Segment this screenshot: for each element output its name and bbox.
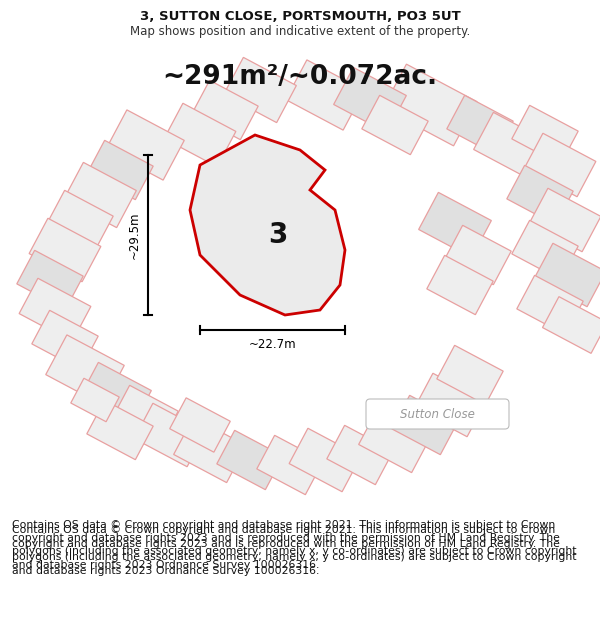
Text: Contains OS data © Crown copyright and database right 2021. This information is : Contains OS data © Crown copyright and d… xyxy=(12,520,577,569)
Polygon shape xyxy=(257,436,323,494)
Polygon shape xyxy=(419,192,491,258)
Polygon shape xyxy=(289,428,361,492)
Polygon shape xyxy=(106,110,184,180)
Polygon shape xyxy=(286,60,364,130)
Polygon shape xyxy=(524,133,596,197)
Polygon shape xyxy=(447,96,513,154)
Polygon shape xyxy=(473,112,547,178)
Polygon shape xyxy=(542,297,600,353)
Polygon shape xyxy=(334,68,406,132)
Polygon shape xyxy=(362,96,428,154)
Polygon shape xyxy=(327,426,393,484)
Polygon shape xyxy=(414,373,486,437)
Polygon shape xyxy=(64,162,136,228)
Polygon shape xyxy=(47,191,113,249)
Polygon shape xyxy=(170,398,230,452)
Polygon shape xyxy=(437,346,503,404)
Polygon shape xyxy=(46,335,124,405)
Text: 3, SUTTON CLOSE, PORTSMOUTH, PO3 5UT: 3, SUTTON CLOSE, PORTSMOUTH, PO3 5UT xyxy=(140,11,460,24)
Polygon shape xyxy=(71,378,119,422)
Polygon shape xyxy=(19,278,91,342)
Polygon shape xyxy=(529,188,600,252)
Polygon shape xyxy=(164,103,236,167)
Polygon shape xyxy=(427,256,493,314)
Polygon shape xyxy=(192,81,258,139)
Text: Map shows position and indicative extent of the property.: Map shows position and indicative extent… xyxy=(130,24,470,38)
Polygon shape xyxy=(17,251,83,309)
Polygon shape xyxy=(79,362,151,428)
Polygon shape xyxy=(112,386,178,444)
Text: ~291m²/~0.072ac.: ~291m²/~0.072ac. xyxy=(163,64,437,90)
Text: ~29.5m: ~29.5m xyxy=(128,211,140,259)
Polygon shape xyxy=(32,311,98,369)
Text: 3: 3 xyxy=(268,221,287,249)
Polygon shape xyxy=(29,218,101,282)
Polygon shape xyxy=(507,166,573,224)
Polygon shape xyxy=(224,58,296,122)
Polygon shape xyxy=(512,221,578,279)
Polygon shape xyxy=(217,431,283,489)
Polygon shape xyxy=(512,106,578,164)
Polygon shape xyxy=(190,135,345,315)
Text: Sutton Close: Sutton Close xyxy=(400,408,475,421)
Polygon shape xyxy=(445,226,511,284)
Polygon shape xyxy=(87,401,153,459)
Polygon shape xyxy=(173,418,247,482)
FancyBboxPatch shape xyxy=(366,399,509,429)
Polygon shape xyxy=(134,403,206,467)
Polygon shape xyxy=(383,64,477,146)
Polygon shape xyxy=(359,408,431,472)
Polygon shape xyxy=(534,243,600,307)
Polygon shape xyxy=(87,141,153,199)
Text: Contains OS data © Crown copyright and database right 2021. This information is : Contains OS data © Crown copyright and d… xyxy=(12,525,577,576)
Text: ~22.7m: ~22.7m xyxy=(248,338,296,351)
Polygon shape xyxy=(517,276,583,334)
Polygon shape xyxy=(392,396,458,454)
